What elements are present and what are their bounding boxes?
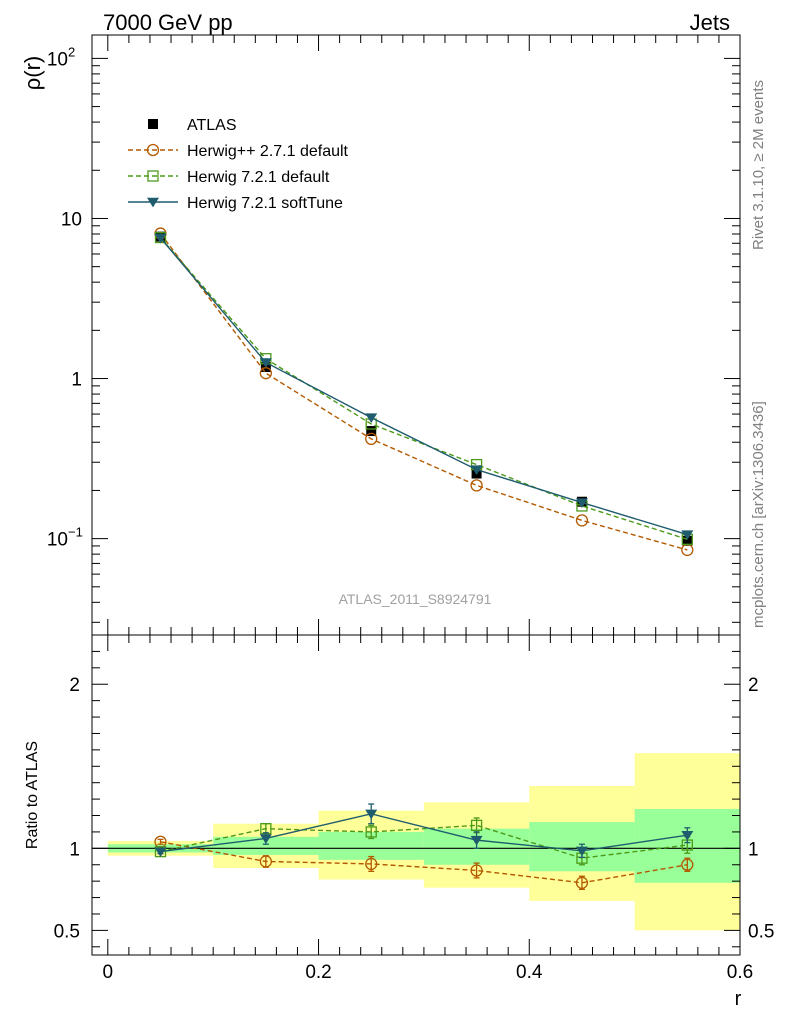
legend-label: Herwig 7.2.1 default xyxy=(187,169,330,186)
ratio-series-line xyxy=(160,841,688,884)
x-axis-label: r xyxy=(735,988,742,1010)
ratio-point xyxy=(681,831,694,841)
ratio-point xyxy=(259,855,273,868)
ratio-y-tick-label-right: 0.5 xyxy=(748,921,774,942)
ratio-point xyxy=(681,858,694,871)
ratio-y-tick-label: 2 xyxy=(69,675,80,696)
ratio-point xyxy=(470,835,483,846)
data-point xyxy=(154,233,167,244)
ratio-point xyxy=(365,857,378,871)
main-y-tick-label: 10 xyxy=(47,530,68,551)
side-text-mcplots: mcplots.cern.ch [arXiv:1306.3436] xyxy=(750,401,767,628)
legend-label: ATLAS xyxy=(187,117,237,134)
data-point xyxy=(575,498,588,508)
series-1 xyxy=(154,227,694,557)
ratio-axes: 0.5 0.5 1 1 2 2 0 0.2 0.4 0.6 r Ratio to ATLAS xyxy=(24,635,774,1010)
legend-marker xyxy=(148,119,158,129)
main-y-tick-label: 10 xyxy=(47,49,68,70)
legend-entry: Herwig 7.2.1 softTune xyxy=(128,195,343,212)
ratio-point xyxy=(154,835,167,848)
legend-entry: ATLAS xyxy=(148,117,237,134)
series-0 xyxy=(155,231,693,546)
ratio-point xyxy=(575,876,589,889)
ratio-series-0 xyxy=(154,835,694,891)
legend-label: Herwig 7.2.1 softTune xyxy=(187,195,343,212)
series-line xyxy=(159,233,688,551)
ratio-point xyxy=(365,826,377,838)
legend-label: Herwig++ 2.7.1 default xyxy=(187,143,349,160)
data-point xyxy=(575,514,589,527)
data-point xyxy=(365,432,378,446)
header-right: Jets xyxy=(690,10,730,35)
series-2 xyxy=(154,231,693,545)
main-y-tick-label: 10 xyxy=(61,209,82,230)
series-3 xyxy=(154,233,694,540)
main-y-tick-exponent: −1 xyxy=(68,525,83,540)
data-point xyxy=(259,358,272,368)
legend-entry: Herwig 7.2.1 default xyxy=(128,169,330,186)
data-point xyxy=(470,479,483,492)
main-y-tick-label: 1 xyxy=(71,370,82,391)
ratio-y-tick-label-right: 1 xyxy=(748,839,759,860)
main-y-tick-exponent: 2 xyxy=(68,44,75,59)
ratio-point xyxy=(470,864,483,877)
x-tick-label: 0 xyxy=(103,962,114,983)
legend-entry: Herwig++ 2.7.1 default xyxy=(128,143,349,160)
header-left: 7000 GeV pp xyxy=(103,10,233,35)
data-point xyxy=(682,535,693,546)
side-text-rivet: Rivet 3.1.10, ≥ 2M events xyxy=(750,80,767,250)
x-tick-label: 0.2 xyxy=(305,962,331,983)
legend-marker xyxy=(147,197,159,208)
ratio-series-line xyxy=(160,824,688,859)
ratio-y-tick-label-right: 2 xyxy=(748,675,759,696)
x-tick-label: 0.4 xyxy=(516,962,543,983)
ratio-frame xyxy=(91,634,741,956)
ratio-y-axis-label: Ratio to ATLAS xyxy=(24,741,41,849)
ratio-y-tick-label: 1 xyxy=(69,839,80,860)
ratio-series-2 xyxy=(154,803,694,859)
series-line xyxy=(159,237,688,536)
series-line xyxy=(159,237,688,540)
ratio-y-tick-label: 0.5 xyxy=(54,921,80,942)
data-point xyxy=(470,465,483,475)
ratio-point xyxy=(259,834,272,844)
ratio-series-line xyxy=(160,813,688,853)
ratio-point xyxy=(470,819,483,832)
ratio-point xyxy=(575,846,588,857)
ratio-point xyxy=(154,847,167,858)
analysis-watermark: ATLAS_2011_S8924791 xyxy=(339,591,492,607)
legend: ATLAS Herwig++ 2.7.1 default Herwig 7.2.1 … xyxy=(128,117,349,212)
main-y-axis-label: ρ(r) xyxy=(20,56,45,91)
legend-marker xyxy=(146,143,160,157)
legend-marker xyxy=(147,170,159,182)
x-tick-label: 0.6 xyxy=(727,962,753,983)
data-point xyxy=(681,530,694,540)
ratio-panel: 0.5 0.5 1 1 2 2 0 0.2 0.4 0.6 r Ratio to ATLAS xyxy=(24,634,774,1010)
data-point xyxy=(366,426,377,437)
data-point xyxy=(365,413,378,424)
ratio-point xyxy=(365,809,378,820)
